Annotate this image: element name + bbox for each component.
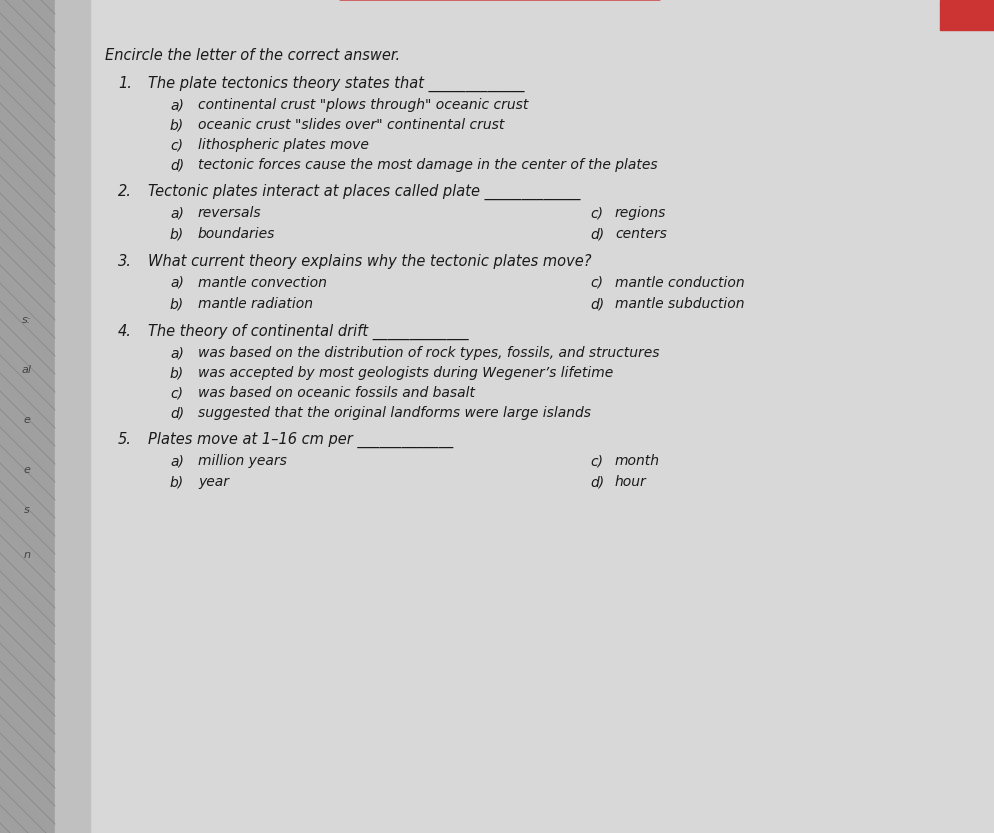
Text: c): c) (589, 276, 602, 290)
Text: What current theory explains why the tectonic plates move?: What current theory explains why the tec… (148, 254, 590, 269)
Text: Encircle the letter of the correct answer.: Encircle the letter of the correct answe… (105, 48, 400, 63)
Text: c): c) (589, 454, 602, 468)
Text: d): d) (170, 406, 184, 420)
Text: e: e (24, 465, 31, 475)
Text: mantle conduction: mantle conduction (614, 276, 744, 290)
Text: b): b) (170, 366, 184, 380)
Text: million years: million years (198, 454, 286, 468)
Text: b): b) (170, 227, 184, 241)
Text: d): d) (170, 158, 184, 172)
Text: suggested that the original landforms were large islands: suggested that the original landforms we… (198, 406, 590, 420)
Text: a): a) (170, 276, 184, 290)
Text: n: n (24, 550, 31, 560)
Text: s:: s: (22, 315, 32, 325)
Text: Plates move at 1–16 cm per _____________: Plates move at 1–16 cm per _____________ (148, 432, 453, 448)
Text: a): a) (170, 98, 184, 112)
Text: 3.: 3. (118, 254, 132, 269)
Text: c): c) (589, 206, 602, 220)
Text: c): c) (170, 386, 183, 400)
Text: was accepted by most geologists during Wegener’s lifetime: was accepted by most geologists during W… (198, 366, 612, 380)
Text: a): a) (170, 346, 184, 360)
Bar (939, 0, 994, 30)
Text: hour: hour (614, 475, 646, 489)
Text: mantle subduction: mantle subduction (614, 297, 744, 311)
Text: s: s (24, 505, 30, 515)
Text: b): b) (170, 475, 184, 489)
Text: 4.: 4. (118, 324, 132, 339)
Bar (0, 0, 55, 833)
Text: d): d) (589, 475, 603, 489)
Text: 2.: 2. (118, 184, 132, 199)
Text: 1.: 1. (118, 76, 132, 91)
Text: was based on oceanic fossils and basalt: was based on oceanic fossils and basalt (198, 386, 474, 400)
Text: d): d) (589, 227, 603, 241)
Text: mantle radiation: mantle radiation (198, 297, 313, 311)
Text: year: year (198, 475, 229, 489)
Text: d): d) (589, 297, 603, 311)
Text: was based on the distribution of rock types, fossils, and structures: was based on the distribution of rock ty… (198, 346, 659, 360)
Text: c): c) (170, 138, 183, 152)
Text: The plate tectonics theory states that _____________: The plate tectonics theory states that _… (148, 76, 524, 92)
Text: 5.: 5. (118, 432, 132, 447)
Text: al: al (22, 365, 32, 375)
Text: b): b) (170, 297, 184, 311)
Text: The theory of continental drift _____________: The theory of continental drift ________… (148, 324, 468, 340)
Text: boundaries: boundaries (198, 227, 275, 241)
Text: mantle convection: mantle convection (198, 276, 327, 290)
Text: regions: regions (614, 206, 666, 220)
Text: reversals: reversals (198, 206, 261, 220)
Bar (55, 0, 89, 833)
Text: e: e (24, 415, 31, 425)
Text: lithospheric plates move: lithospheric plates move (198, 138, 369, 152)
Text: continental crust "plows through" oceanic crust: continental crust "plows through" oceani… (198, 98, 528, 112)
Text: month: month (614, 454, 659, 468)
Text: oceanic crust "slides over" continental crust: oceanic crust "slides over" continental … (198, 118, 504, 132)
Text: Tectonic plates interact at places called plate _____________: Tectonic plates interact at places calle… (148, 184, 580, 200)
Text: a): a) (170, 454, 184, 468)
Text: tectonic forces cause the most damage in the center of the plates: tectonic forces cause the most damage in… (198, 158, 657, 172)
Text: centers: centers (614, 227, 666, 241)
Text: b): b) (170, 118, 184, 132)
Text: a): a) (170, 206, 184, 220)
